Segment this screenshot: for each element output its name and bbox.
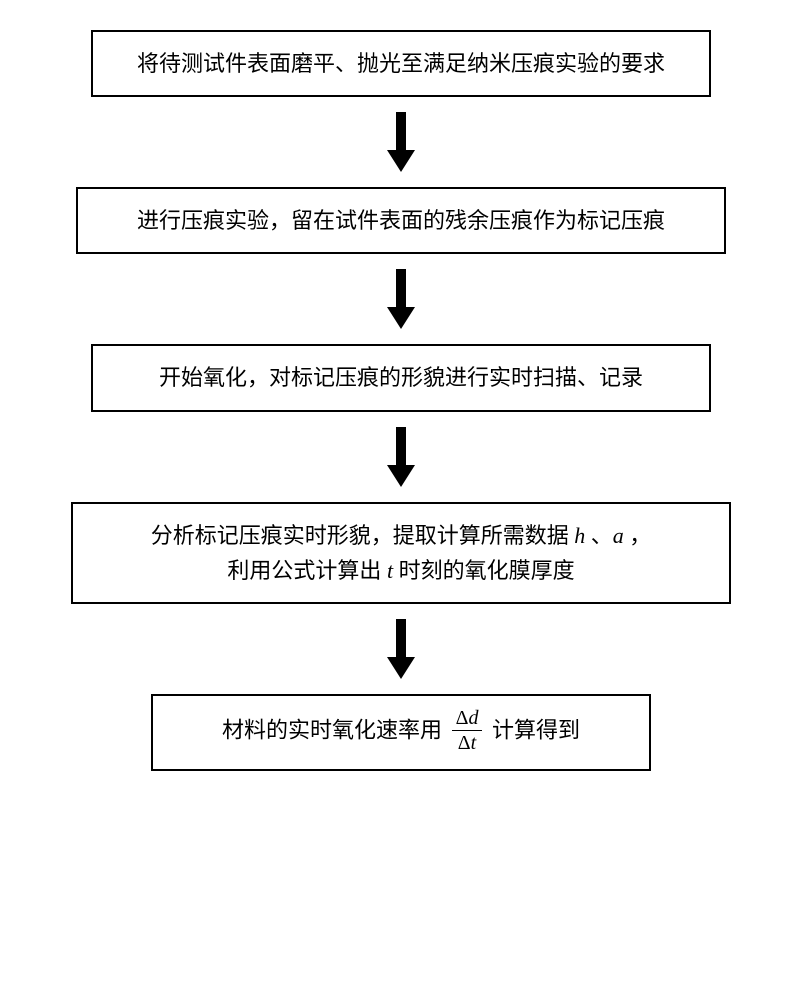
step-2-text: 进行压痕实验，留在试件表面的残余压痕作为标记压痕 bbox=[137, 208, 665, 233]
var-a: a bbox=[613, 523, 624, 548]
step-3-text: 开始氧化，对标记压痕的形貌进行实时扫描、记录 bbox=[159, 365, 643, 390]
down-arrow-icon bbox=[387, 112, 415, 172]
delta-d-var: d bbox=[468, 707, 478, 729]
delta-t-delta: Δ bbox=[458, 732, 471, 754]
step-4-line2-pre: 利用公式计算出 bbox=[227, 558, 387, 583]
step-5-pre: 材料的实时氧化速率用 bbox=[222, 717, 448, 742]
step-4-line1-pre: 分析标记压痕实时形貌，提取计算所需数据 bbox=[151, 523, 575, 548]
down-arrow-icon bbox=[387, 269, 415, 329]
step-4-sep1: 、 bbox=[585, 523, 613, 548]
var-h: h bbox=[574, 523, 585, 548]
step-4-sep2: ， bbox=[624, 523, 652, 548]
arrow-2 bbox=[387, 254, 415, 344]
arrow-1 bbox=[387, 97, 415, 187]
fraction-numerator: Δd bbox=[452, 708, 483, 731]
flow-step-3: 开始氧化，对标记压痕的形貌进行实时扫描、记录 bbox=[91, 344, 711, 411]
delta-t-var: t bbox=[471, 732, 477, 754]
arrow-4 bbox=[387, 604, 415, 694]
down-arrow-icon bbox=[387, 619, 415, 679]
step-4-line2-post: 时刻的氧化膜厚度 bbox=[393, 558, 575, 583]
flow-step-1: 将待测试件表面磨平、抛光至满足纳米压痕实验的要求 bbox=[91, 30, 711, 97]
arrow-3 bbox=[387, 412, 415, 502]
delta-d-delta: Δ bbox=[456, 707, 469, 729]
fraction-denominator: Δt bbox=[452, 731, 483, 753]
flow-step-5: 材料的实时氧化速率用 ΔdΔt 计算得到 bbox=[151, 694, 651, 771]
step-1-text: 将待测试件表面磨平、抛光至满足纳米压痕实验的要求 bbox=[137, 51, 665, 76]
step-5-post: 计算得到 bbox=[486, 717, 580, 742]
flow-step-4: 分析标记压痕实时形貌，提取计算所需数据 h 、a ， 利用公式计算出 t 时刻的… bbox=[71, 502, 731, 604]
fraction: ΔdΔt bbox=[452, 708, 483, 753]
flow-step-2: 进行压痕实验，留在试件表面的残余压痕作为标记压痕 bbox=[76, 187, 726, 254]
down-arrow-icon bbox=[387, 427, 415, 487]
